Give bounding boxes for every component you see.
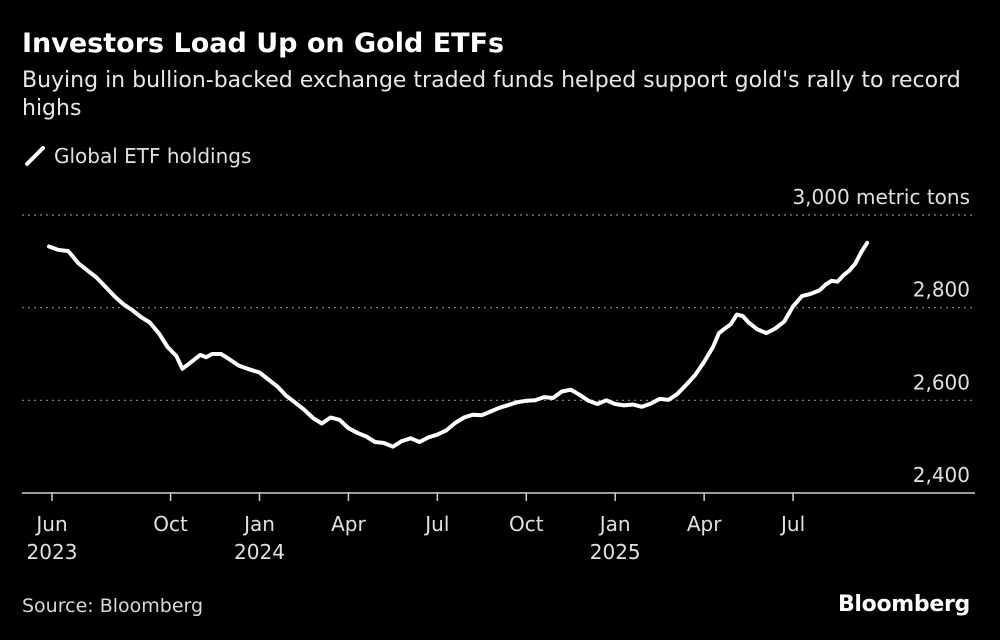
- chart-title: Investors Load Up on Gold ETFs: [22, 28, 505, 59]
- y-tick-label: 3,000 metric tons: [792, 185, 970, 209]
- y-tick-label: 2,600: [913, 370, 970, 394]
- x-tick-label: Jul: [423, 512, 449, 536]
- chart-legend: Global ETF holdings: [22, 143, 251, 169]
- y-tick-label: 2,400: [913, 463, 970, 487]
- x-tick-year-label: 2024: [234, 540, 285, 564]
- series-line-global-etf-holdings: [47, 240, 870, 449]
- legend-label: Global ETF holdings: [54, 144, 252, 168]
- bloomberg-logo: Bloomberg: [837, 592, 970, 617]
- x-tick-label: Jan: [242, 512, 275, 536]
- x-tick-label: Apr: [687, 512, 722, 536]
- x-tick-label: Apr: [331, 512, 366, 536]
- x-tick-year-label: 2023: [27, 540, 78, 564]
- y-tick-label: 2,800: [913, 278, 970, 302]
- x-tick-label: Jan: [598, 512, 631, 536]
- x-tick-label: Jul: [779, 512, 805, 536]
- x-tick-label: Oct: [153, 512, 188, 536]
- x-tick-label: Oct: [509, 512, 544, 536]
- legend-line-icon: [25, 146, 45, 166]
- source-note: Source: Bloomberg: [22, 595, 204, 617]
- x-tick-year-label: 2025: [590, 540, 641, 564]
- x-tick-label: Jun: [34, 512, 67, 536]
- chart-subtitle: Buying in bullion-backed exchange traded…: [22, 68, 961, 121]
